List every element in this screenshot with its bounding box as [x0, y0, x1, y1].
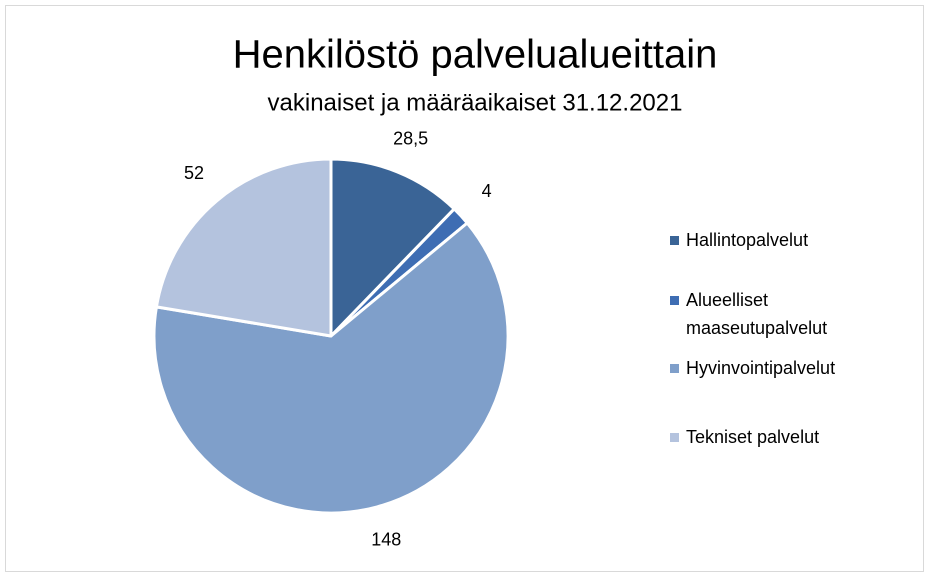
legend-label: Hallintopalvelut	[686, 230, 809, 250]
pie-slice	[154, 157, 333, 338]
legend-item: Hallintopalvelut	[670, 226, 890, 254]
legend-label: Tekniset palvelut	[686, 427, 820, 447]
data-label: 52	[184, 163, 204, 183]
chart-frame	[5, 5, 924, 572]
legend-swatch	[670, 296, 679, 305]
chart-subtitle: vakinaiset ja määräaikaiset 31.12.2021	[268, 89, 683, 116]
legend-swatch	[670, 236, 679, 245]
data-label: 28,5	[393, 128, 428, 148]
data-label: 4	[482, 181, 492, 201]
legend-item: Hyvinvointipalvelut	[670, 354, 890, 382]
legend-label: Alueelliset maaseutupalvelut	[686, 290, 828, 338]
legend-swatch	[670, 433, 679, 442]
pie-slice	[152, 221, 510, 515]
pie-slice	[329, 157, 456, 338]
legend-item: Tekniset palvelut	[670, 423, 890, 451]
legend-swatch	[670, 364, 679, 373]
data-label: 148	[371, 529, 401, 549]
chart-title: Henkilöstö palvelualueittain	[233, 33, 718, 77]
legend-item: Alueelliset maaseutupalvelut	[670, 286, 890, 342]
legend-label: Hyvinvointipalvelut	[686, 358, 836, 378]
